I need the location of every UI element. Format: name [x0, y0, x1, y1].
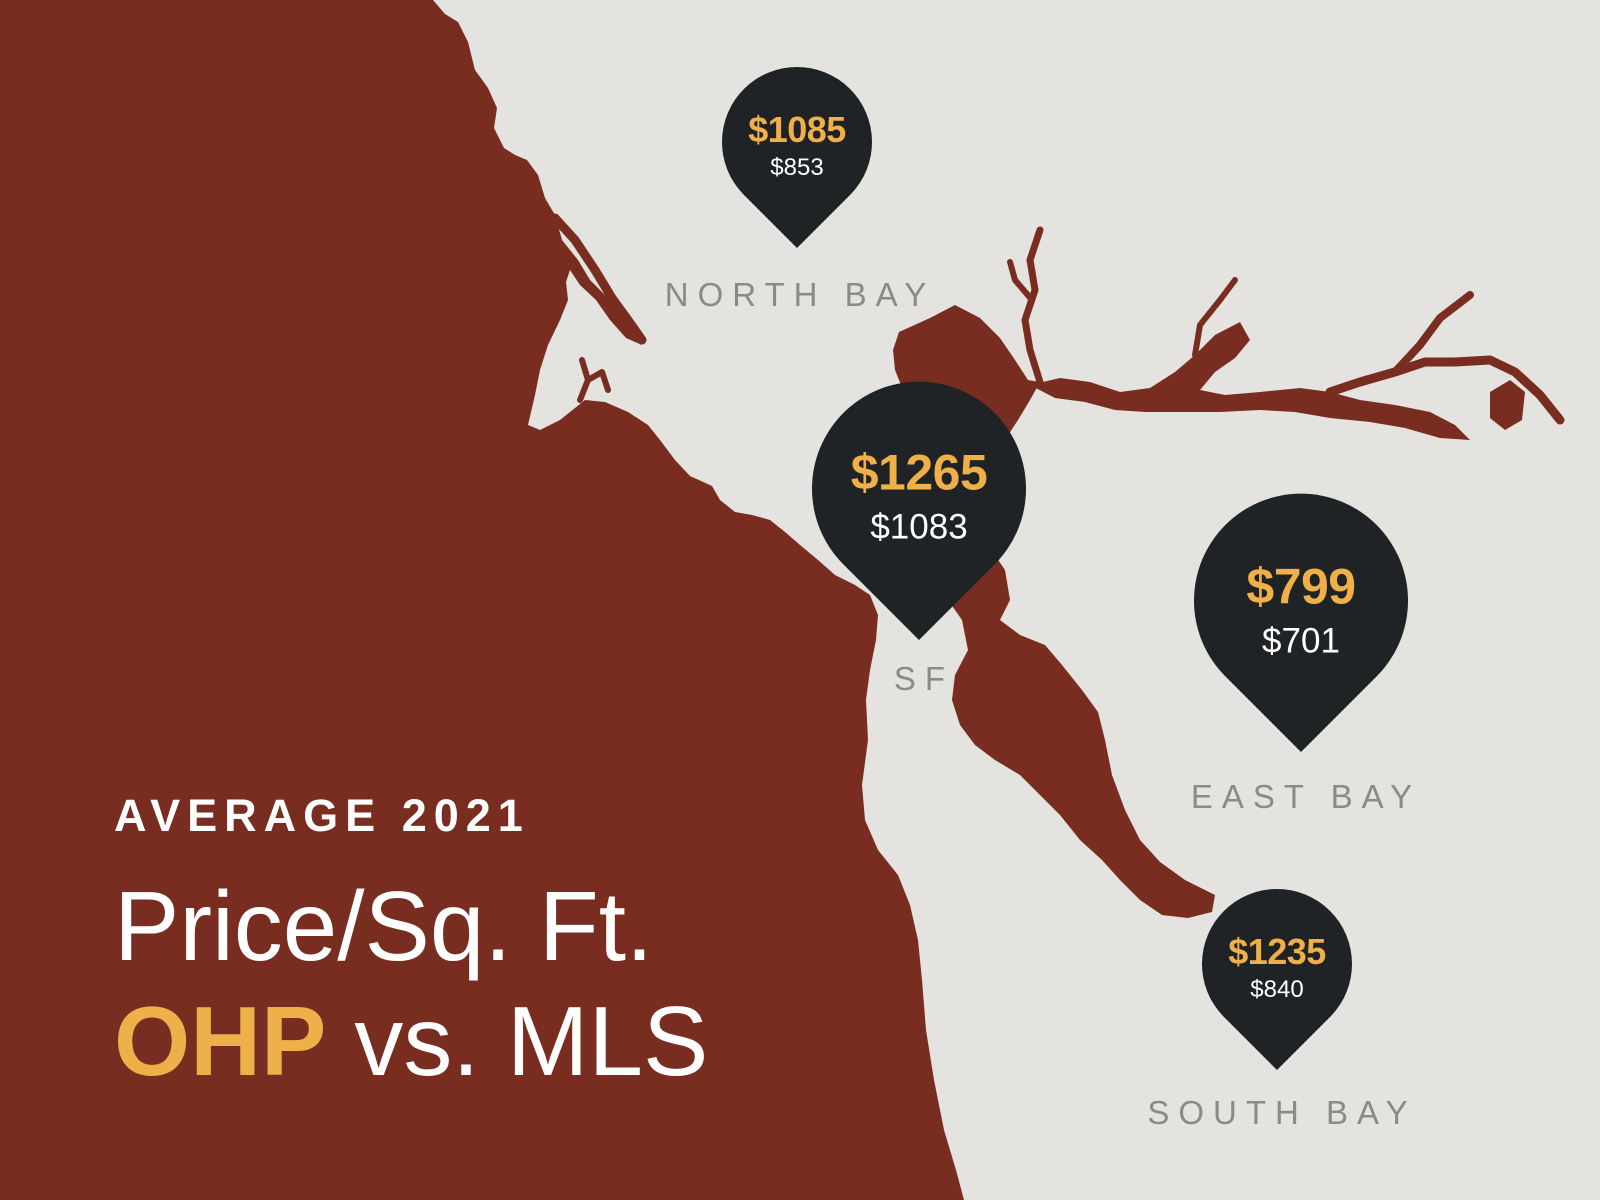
north-bay-label: NORTH BAY: [664, 276, 936, 313]
page-title: Price/Sq. Ft.: [114, 871, 654, 981]
tomales-bay: [550, 213, 647, 345]
delta-island-east: [1490, 380, 1525, 430]
south-bay-label: SOUTH BAY: [1147, 1094, 1417, 1131]
drakes-estero: [577, 357, 611, 403]
east-bay-label: EAST BAY: [1190, 778, 1422, 815]
south-bay-pin-icon: [1202, 888, 1352, 1070]
sf-label: SF: [893, 660, 955, 697]
delta-slough-northwest: [1007, 259, 1035, 303]
ohp-label: OHP: [114, 986, 327, 1096]
north-bay-pin-icon: [722, 66, 872, 248]
east-bay-pin-icon: [1194, 493, 1408, 752]
vs-mls-label: vs. MLS: [354, 986, 709, 1096]
comparison-heading: OHP vs. MLS: [114, 985, 708, 1098]
delta-slough-northeast: [1192, 277, 1238, 358]
sf-pin-icon: [812, 381, 1026, 640]
delta-river-northeast: [1391, 291, 1474, 376]
subtitle: AVERAGE 2021: [114, 790, 530, 841]
pacific-ocean: [0, 0, 964, 1200]
delta-waterway: [1030, 322, 1470, 440]
delta-slough-north: [1021, 226, 1044, 386]
delta-river-east: [1325, 355, 1565, 425]
